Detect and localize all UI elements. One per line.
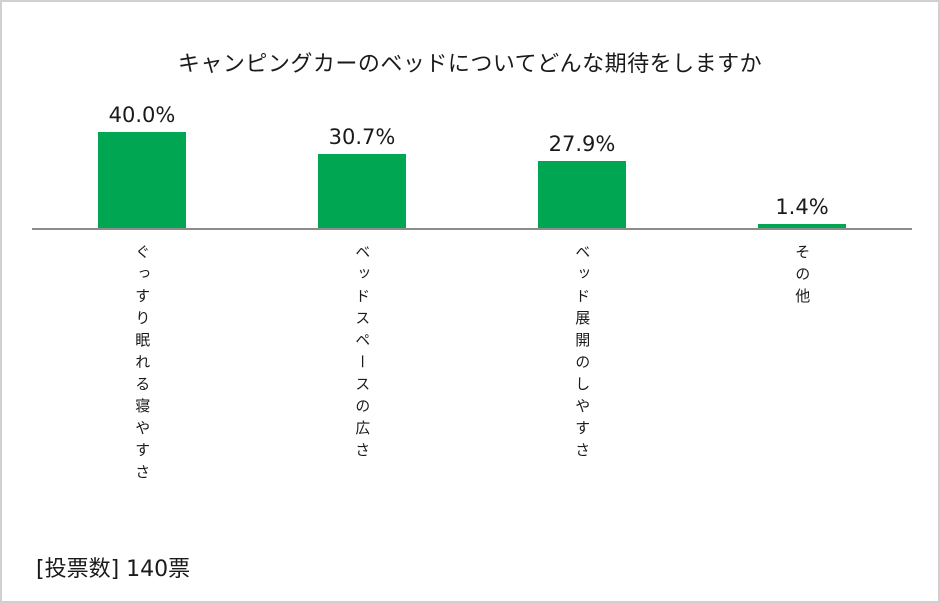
bars-row: 40.0% 30.7% 27.9% 1.4%	[32, 90, 912, 230]
bar	[538, 161, 626, 228]
category-row: ぐっすり眠れる寝やすさ ベッドスペースの広さ ベッド展開のしやすさ その他	[32, 230, 912, 486]
category-column: ベッドスペースの広さ	[252, 230, 472, 486]
bar-value-label: 30.7%	[328, 125, 396, 150]
plot-area: 40.0% 30.7% 27.9% 1.4% ぐっすり眠れる寝やすさ ベッドスペースの広…	[32, 90, 912, 486]
category-column: その他	[692, 230, 912, 486]
bar	[318, 154, 406, 228]
bar-column: 40.0%	[32, 90, 252, 228]
bar-value-label: 40.0%	[108, 103, 176, 127]
category-label: ベッドスペースの広さ	[353, 244, 372, 464]
vote-count-label: [投票数] 140票	[36, 557, 191, 582]
category-column: ベッド展開のしやすさ	[472, 230, 692, 486]
bar	[758, 224, 846, 228]
bar-value-label: 27.9%	[548, 132, 616, 157]
bar-column: 1.4%	[692, 90, 912, 228]
chart-title: キャンピングカーのベッドについてどんな期待をしますか	[177, 52, 763, 77]
category-label: ぐっすり眠れる寝やすさ	[133, 244, 152, 486]
bar-column: 27.9%	[472, 90, 692, 228]
bar-column: 30.7%	[252, 90, 472, 228]
bar	[98, 132, 186, 228]
bar-value-label: 1.4%	[775, 195, 829, 219]
category-label: ベッド展開のしやすさ	[573, 244, 592, 464]
category-column: ぐっすり眠れる寝やすさ	[32, 230, 252, 486]
category-label: その他	[793, 244, 812, 310]
